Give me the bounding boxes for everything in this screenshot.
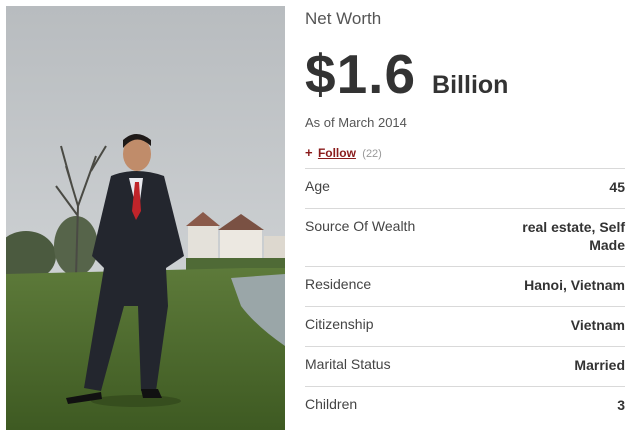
stat-row-children: Children 3 — [305, 386, 625, 426]
stat-label: Source Of Wealth — [305, 218, 416, 234]
follow-link[interactable]: Follow — [317, 146, 356, 160]
stat-value: real estate, Self Made — [522, 219, 625, 253]
stat-value: Hanoi, Vietnam — [524, 277, 625, 293]
profile-photo — [6, 6, 285, 430]
stat-row-age: Age 45 — [305, 168, 625, 208]
stat-label: Children — [305, 396, 358, 412]
stats-table: Age 45 Source Of Wealth real estate, Sel… — [305, 168, 625, 426]
stat-value: 3 — [617, 397, 625, 413]
stat-row-marital-status: Marital Status Married — [305, 346, 625, 386]
follow-control[interactable]: + Follow (22) — [305, 145, 625, 162]
net-worth-label: Net Worth — [305, 9, 382, 28]
stat-value: 45 — [609, 179, 625, 195]
stat-row-citizenship: Citizenship Vietnam — [305, 306, 625, 346]
stat-label: Marital Status — [305, 356, 391, 372]
net-worth-value: $1.6 Billion — [305, 42, 625, 106]
stat-label: Age — [305, 178, 330, 194]
net-worth-date: As of March 2014 — [305, 115, 407, 130]
stat-label: Citizenship — [305, 316, 374, 332]
stat-value: Vietnam — [570, 317, 625, 333]
plus-icon: + — [305, 145, 313, 160]
stat-row-source-of-wealth: Source Of Wealth real estate, Self Made — [305, 208, 625, 266]
follow-count: (22) — [362, 148, 382, 160]
profile-panel: Net Worth $1.6 Billion As of March 2014 … — [305, 8, 625, 426]
stat-value: Married — [574, 357, 625, 373]
net-worth-amount: $1.6 — [305, 43, 417, 105]
net-worth-unit: Billion — [432, 71, 509, 99]
stat-label: Residence — [305, 276, 372, 292]
stat-row-residence: Residence Hanoi, Vietnam — [305, 266, 625, 306]
